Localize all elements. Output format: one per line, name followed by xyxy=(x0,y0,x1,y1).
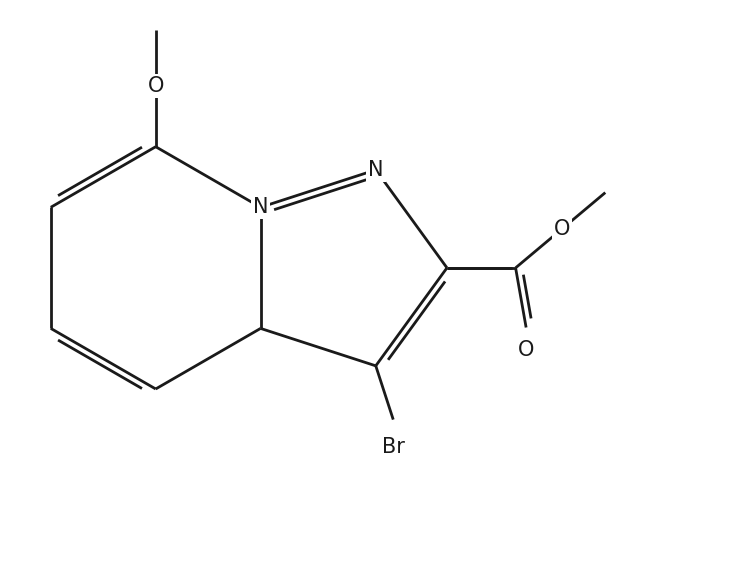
Text: Br: Br xyxy=(382,437,405,457)
Text: N: N xyxy=(253,197,269,218)
Text: O: O xyxy=(554,219,571,239)
Text: O: O xyxy=(518,340,534,360)
Text: N: N xyxy=(368,160,383,180)
Text: O: O xyxy=(147,76,164,96)
